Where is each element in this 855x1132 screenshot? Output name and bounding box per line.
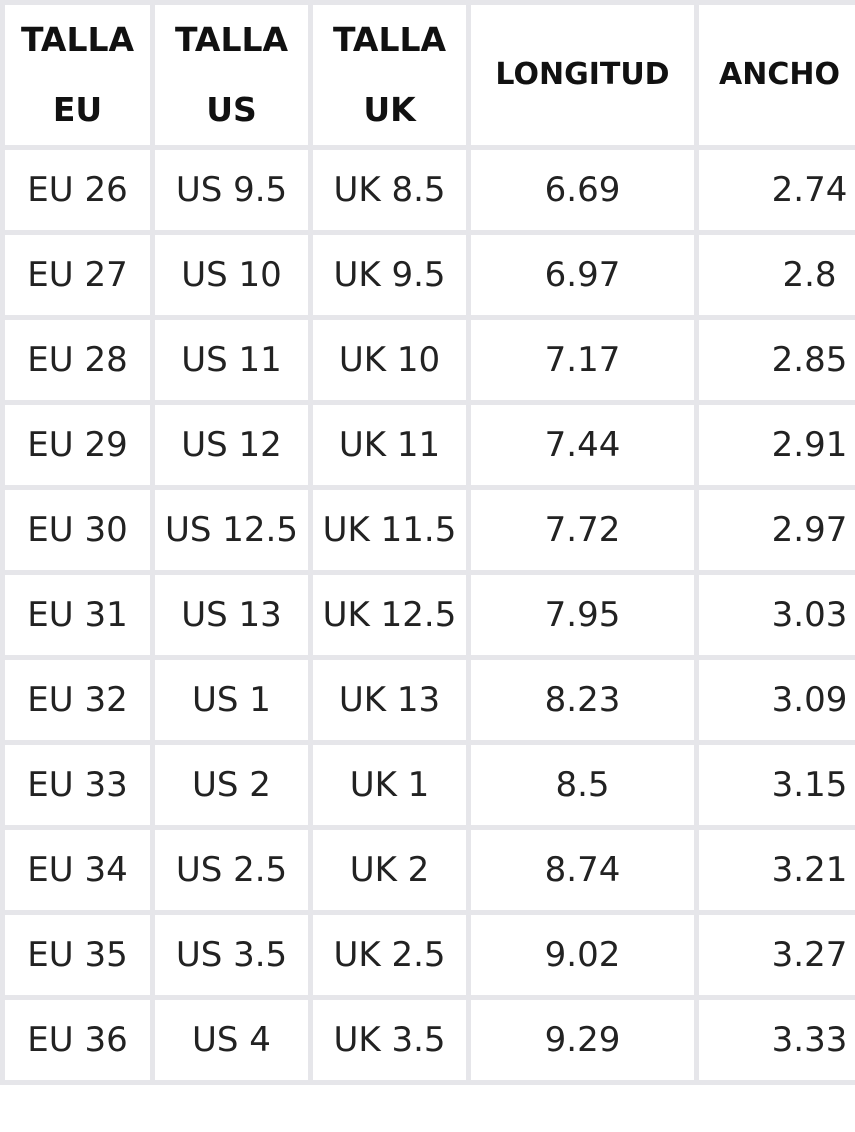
- cell-longitud: 9.29: [466, 995, 699, 1085]
- cell-talla-us: US 11: [150, 315, 313, 405]
- cell-longitud: 7.17: [466, 315, 699, 405]
- header-ancho: ANCHO: [694, 0, 855, 150]
- cell-longitud: 6.97: [466, 230, 699, 320]
- cell-talla-uk: UK 1: [308, 740, 471, 830]
- cell-talla-eu: EU 32: [0, 655, 155, 745]
- header-talla-us: TALLA US: [150, 0, 313, 150]
- cell-talla-us: US 2.5: [150, 825, 313, 915]
- table-row: EU 28 US 11 UK 10 7.17 2.85: [0, 315, 855, 405]
- cell-ancho: 3.27: [694, 910, 855, 1000]
- cell-longitud: 7.72: [466, 485, 699, 575]
- cell-talla-eu: EU 27: [0, 230, 155, 320]
- cell-ancho: 3.21: [694, 825, 855, 915]
- header-talla-eu: TALLA EU: [0, 0, 155, 150]
- cell-talla-eu: EU 29: [0, 400, 155, 490]
- cell-longitud: 7.95: [466, 570, 699, 660]
- header-talla-uk: TALLA UK: [308, 0, 471, 150]
- cell-talla-us: US 2: [150, 740, 313, 830]
- cell-talla-eu: EU 33: [0, 740, 155, 830]
- table-row: EU 32 US 1 UK 13 8.23 3.09: [0, 655, 855, 745]
- cell-talla-us: US 12.5: [150, 485, 313, 575]
- cell-talla-us: US 9.5: [150, 145, 313, 235]
- cell-talla-eu: EU 31: [0, 570, 155, 660]
- table-row: EU 34 US 2.5 UK 2 8.74 3.21: [0, 825, 855, 915]
- cell-talla-us: US 3.5: [150, 910, 313, 1000]
- cell-talla-eu: EU 34: [0, 825, 155, 915]
- table-row: EU 31 US 13 UK 12.5 7.95 3.03: [0, 570, 855, 660]
- cell-talla-uk: UK 12.5: [308, 570, 471, 660]
- cell-talla-uk: UK 13: [308, 655, 471, 745]
- cell-talla-us: US 1: [150, 655, 313, 745]
- cell-talla-us: US 4: [150, 995, 313, 1085]
- table-row: EU 27 US 10 UK 9.5 6.97 2.8: [0, 230, 855, 320]
- cell-longitud: 7.44: [466, 400, 699, 490]
- cell-ancho: 3.15: [694, 740, 855, 830]
- header-line: UK: [363, 90, 416, 129]
- cell-talla-uk: UK 9.5: [308, 230, 471, 320]
- header-line: TALLA: [20, 20, 135, 59]
- cell-ancho: 2.85: [694, 315, 855, 405]
- cell-talla-uk: UK 3.5: [308, 995, 471, 1085]
- cell-ancho: 2.8: [694, 230, 855, 320]
- cell-ancho: 3.09: [694, 655, 855, 745]
- cell-ancho: 2.97: [694, 485, 855, 575]
- size-table: TALLA EU TALLA US TALLA UK LONGITUD ANCH…: [0, 0, 855, 1085]
- header-line: TALLA: [174, 20, 289, 59]
- table-row: EU 26 US 9.5 UK 8.5 6.69 2.74: [0, 145, 855, 235]
- table-body: EU 26 US 9.5 UK 8.5 6.69 2.74 EU 27 US 10 UK 9.…: [0, 145, 855, 1085]
- cell-talla-uk: UK 2: [308, 825, 471, 915]
- cell-longitud: 8.74: [466, 825, 699, 915]
- cell-talla-uk: UK 11: [308, 400, 471, 490]
- header-line: EU: [52, 90, 103, 129]
- header-line: LONGITUD: [495, 57, 670, 92]
- cell-ancho: 3.03: [694, 570, 855, 660]
- cell-ancho: 3.33: [694, 995, 855, 1085]
- cell-talla-eu: EU 30: [0, 485, 155, 575]
- cell-talla-uk: UK 2.5: [308, 910, 471, 1000]
- cell-talla-eu: EU 28: [0, 315, 155, 405]
- header-line: TALLA: [332, 20, 447, 59]
- cell-talla-us: US 13: [150, 570, 313, 660]
- cell-talla-uk: UK 10: [308, 315, 471, 405]
- cell-talla-us: US 12: [150, 400, 313, 490]
- table-row: EU 36 US 4 UK 3.5 9.29 3.33: [0, 995, 855, 1085]
- cell-longitud: 8.5: [466, 740, 699, 830]
- cell-talla-uk: UK 8.5: [308, 145, 471, 235]
- cell-ancho: 2.91: [694, 400, 855, 490]
- header-row: TALLA EU TALLA US TALLA UK LONGITUD ANCH…: [0, 0, 855, 150]
- table-row: EU 35 US 3.5 UK 2.5 9.02 3.27: [0, 910, 855, 1000]
- cell-talla-eu: EU 36: [0, 995, 155, 1085]
- cell-ancho: 2.74: [694, 145, 855, 235]
- table-row: EU 33 US 2 UK 1 8.5 3.15: [0, 740, 855, 830]
- table-row: EU 29 US 12 UK 11 7.44 2.91: [0, 400, 855, 490]
- header-longitud: LONGITUD: [466, 0, 699, 150]
- table-row: EU 30 US 12.5 UK 11.5 7.72 2.97: [0, 485, 855, 575]
- header-line: US: [206, 90, 257, 129]
- cell-longitud: 9.02: [466, 910, 699, 1000]
- header-line: ANCHO: [719, 57, 840, 92]
- cell-longitud: 8.23: [466, 655, 699, 745]
- cell-longitud: 6.69: [466, 145, 699, 235]
- cell-talla-uk: UK 11.5: [308, 485, 471, 575]
- cell-talla-eu: EU 26: [0, 145, 155, 235]
- cell-talla-us: US 10: [150, 230, 313, 320]
- cell-talla-eu: EU 35: [0, 910, 155, 1000]
